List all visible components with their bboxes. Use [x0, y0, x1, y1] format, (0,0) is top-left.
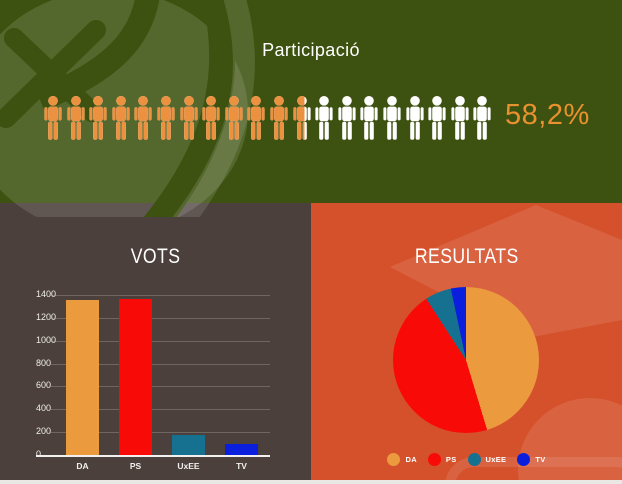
person-icon-slot — [111, 96, 131, 141]
x-tick-label-DA: DA — [76, 461, 89, 471]
votes-section: VOTS 0 200 400 600 800 1000 1200 1400 DA PS UxEE TV — [0, 203, 311, 480]
x-axis-line — [36, 455, 270, 457]
person-icon-slot — [156, 96, 176, 141]
person-icon — [292, 96, 305, 140]
results-pie-chart — [393, 287, 539, 433]
results-title: RESULTATS — [311, 245, 622, 269]
person-icon-slot — [314, 96, 334, 141]
x-tick-label-TV: TV — [236, 461, 247, 471]
y-tick-label: 200 — [36, 426, 52, 437]
person-icon — [451, 96, 469, 140]
person-icon-slot — [472, 96, 492, 141]
legend-label-DA: DA — [405, 455, 417, 464]
y-tick-label: 1000 — [36, 334, 57, 345]
person-icon-slot — [88, 96, 108, 141]
person-icon-slot — [133, 96, 153, 141]
person-icon-slot — [224, 96, 244, 141]
participation-pictograph — [43, 96, 494, 141]
y-tick-label: 800 — [36, 357, 52, 368]
gridline — [50, 317, 270, 319]
bar-DA — [66, 299, 99, 455]
person-icon-slot — [43, 96, 63, 141]
legend-item-DA: DA — [387, 453, 417, 466]
gridline — [50, 409, 270, 411]
gridline — [50, 432, 270, 434]
votes-title-text: VOTS — [130, 245, 181, 268]
person-icon-slot — [359, 96, 379, 141]
person-icon — [270, 96, 288, 140]
person-icon-slot — [427, 96, 447, 141]
legend-dot-PS — [427, 453, 441, 466]
results-title-text: RESULTATS — [414, 245, 519, 268]
votes-title: VOTS — [0, 245, 311, 269]
legend-item-PS: PS — [427, 453, 457, 466]
gridline — [50, 386, 270, 388]
person-icon — [360, 96, 378, 140]
gridline — [50, 295, 270, 296]
results-section: RESULTATS DA PS UxEE TV — [311, 203, 622, 480]
person-icon-slot — [405, 96, 425, 141]
legend-label-PS: PS — [445, 455, 457, 464]
person-icon-slot — [179, 96, 199, 141]
person-icon-slot — [292, 96, 305, 141]
person-icon — [134, 96, 152, 140]
participation-section: Participació 58,2% — [0, 0, 622, 217]
participation-title: Participació — [262, 40, 360, 60]
person-icon-slot — [201, 96, 221, 141]
person-icon — [225, 96, 243, 140]
person-icon — [428, 96, 446, 140]
y-tick-label: 600 — [36, 380, 52, 391]
person-icon-slot — [382, 96, 402, 141]
person-icon — [315, 96, 333, 140]
person-icon — [247, 96, 265, 140]
person-icon-slot — [66, 96, 86, 141]
legend-dot-UxEE — [467, 453, 481, 466]
person-icon — [44, 96, 62, 140]
legend-dot-TV — [517, 453, 531, 466]
person-icon-slot — [246, 96, 266, 141]
person-icon — [383, 96, 401, 140]
x-tick-label-PS: PS — [129, 461, 142, 471]
person-icon — [179, 96, 198, 140]
results-legend: DA PS UxEE TV — [311, 453, 622, 466]
person-icon-slot — [337, 96, 357, 141]
legend-label-TV: TV — [535, 455, 546, 464]
legend-label-UxEE: UxEE — [485, 455, 507, 464]
person-icon-slot — [269, 96, 289, 141]
bottom-strip — [0, 480, 622, 484]
y-tick-label: 0 — [36, 449, 42, 459]
person-icon — [89, 96, 107, 140]
person-icon — [66, 96, 85, 140]
gridline — [50, 363, 270, 365]
votes-bar-chart: 0 200 400 600 800 1000 1200 1400 DA PS UxEE TV — [0, 203, 311, 480]
y-tick-label: 1400 — [36, 289, 57, 299]
x-tick-label-UxEE: UxEE — [177, 461, 200, 471]
participation-value: 58,2% — [505, 99, 590, 131]
legend-dot-DA — [387, 453, 401, 466]
bar-UxEE — [172, 435, 205, 455]
person-icon — [473, 96, 491, 140]
gridline — [50, 340, 270, 342]
y-tick-label: 1200 — [36, 311, 57, 322]
y-tick-label: 400 — [36, 403, 52, 414]
person-icon — [157, 96, 175, 140]
bar-PS — [119, 299, 152, 455]
person-icon — [112, 96, 130, 140]
person-icon — [405, 96, 424, 140]
legend-item-TV: TV — [517, 453, 545, 466]
person-icon-slot — [450, 96, 470, 141]
bar-TV — [225, 443, 258, 455]
person-icon — [338, 96, 356, 140]
person-icon — [202, 96, 220, 140]
legend-item-UxEE: UxEE — [467, 453, 507, 466]
